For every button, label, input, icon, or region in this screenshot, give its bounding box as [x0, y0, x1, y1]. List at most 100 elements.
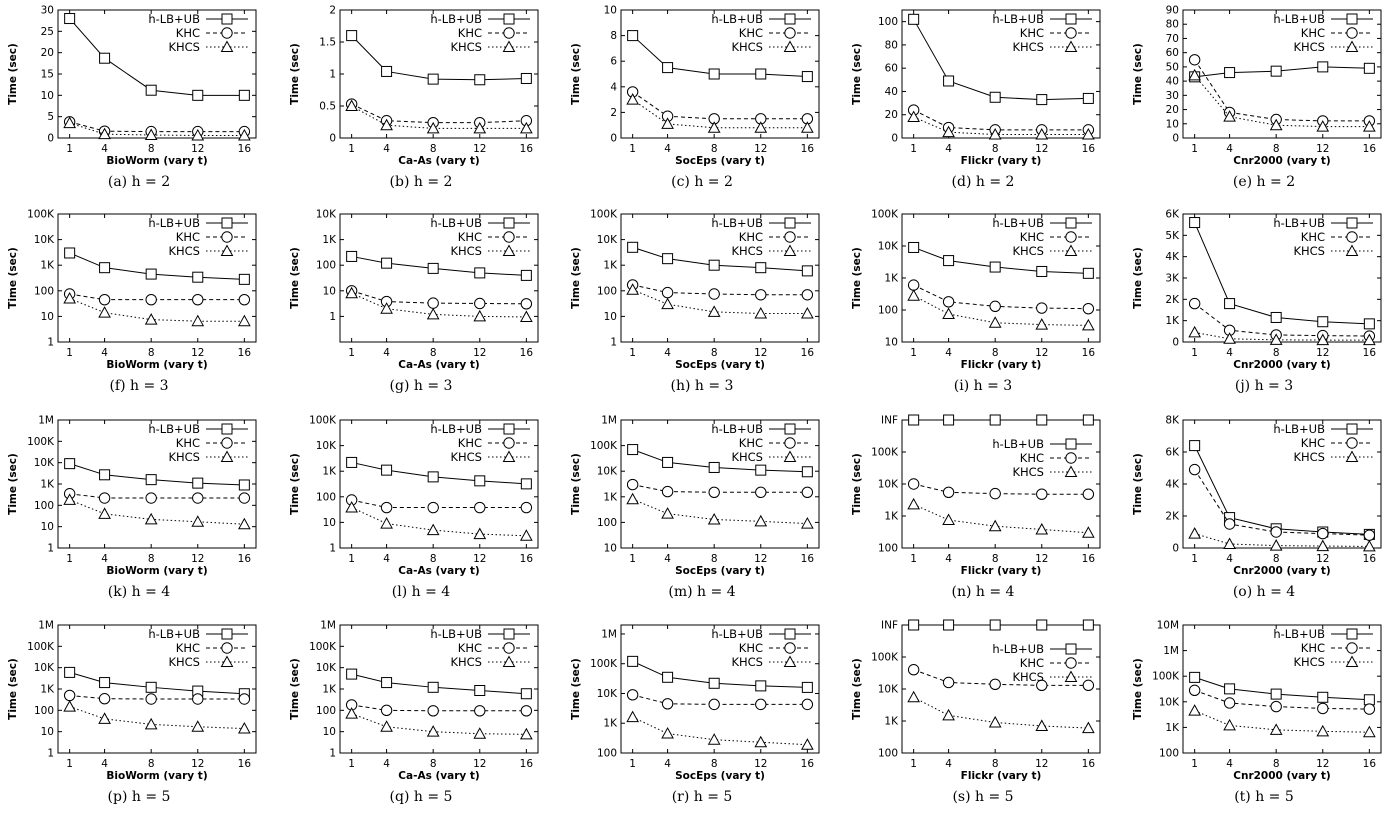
y-tick-label: 10 [604, 311, 617, 323]
data-point [426, 523, 440, 536]
data-point [1082, 318, 1095, 331]
series-line [69, 694, 245, 700]
data-point [520, 478, 532, 490]
x-tick-label: 12 [191, 143, 204, 155]
legend-label: KHC [176, 26, 200, 40]
y-tick-label: 0 [1172, 337, 1179, 349]
x-axis-label: SocEps (vary t) [675, 155, 765, 167]
data-point [1082, 619, 1094, 631]
y-tick-label: 10 [604, 543, 617, 555]
legend-marker [1345, 655, 1359, 667]
x-tick-label: 8 [1273, 347, 1280, 359]
y-tick-label: 90 [1166, 5, 1179, 17]
y-tick-label: 100K [27, 641, 55, 653]
data-point [943, 255, 955, 267]
data-point [63, 493, 76, 505]
data-point [1188, 527, 1201, 539]
legend-marker [502, 655, 516, 667]
x-tick-label: 16 [238, 143, 252, 155]
panel-caption: (i) h = 3 [954, 378, 1012, 394]
data-point [801, 681, 813, 693]
data-point [708, 486, 720, 498]
y-tick-label: 10K [878, 479, 899, 491]
data-point [145, 474, 157, 486]
data-point [708, 461, 720, 473]
legend-marker [221, 423, 233, 435]
x-tick-label: 12 [754, 143, 767, 155]
y-tick-label: 100 [597, 285, 617, 297]
data-point [1270, 526, 1282, 538]
y-tick-label: INF [881, 620, 898, 632]
series-KHCS [907, 690, 1095, 734]
x-tick-label: 12 [473, 758, 486, 770]
x-tick-label: 12 [191, 553, 204, 565]
data-point [708, 698, 720, 711]
legend-label: h-LB+UB [1273, 12, 1325, 26]
chart-panel-o: 0 2K 4K 6K 8K 1 4 8 12 16 Cnr2000 (vary t) Time (se… [1132, 415, 1382, 600]
series-KHCS [626, 710, 814, 750]
y-tick-label: 10 [323, 517, 336, 529]
legend-marker [783, 655, 797, 667]
x-axis-label: Flickr (vary t) [961, 770, 1042, 782]
chart-panel-r: 100 1K 10K 100K 1M 1 4 8 12 16 SocEps (vary t) Time… [570, 624, 820, 805]
y-axis-label: Time (sec) [851, 43, 863, 105]
series-KHC [63, 288, 251, 306]
data-point [626, 93, 639, 105]
data-point [426, 121, 440, 134]
x-tick-label: 12 [754, 347, 767, 359]
data-point [381, 677, 393, 689]
x-tick-label: 1 [348, 758, 355, 770]
data-point [627, 30, 639, 42]
data-point [801, 289, 814, 301]
x-tick-label: 4 [945, 143, 952, 155]
x-tick-label: 1 [1191, 553, 1198, 565]
panel-caption: (m) h = 4 [668, 584, 735, 600]
legend-label: h-LB+UB [430, 422, 482, 436]
x-tick-label: 12 [473, 347, 486, 359]
y-tick-label: 40 [1166, 76, 1179, 88]
data-point [801, 486, 814, 498]
x-tick-label: 12 [1316, 758, 1329, 770]
data-point [943, 75, 955, 87]
x-tick-label: 1 [348, 553, 355, 565]
series-line [913, 109, 1089, 131]
chart-panel-p: 1 10 100 1K 10K 100K 1M 1 4 8 12 16 BioWorm (vary t)… [7, 620, 257, 805]
legend-marker [1064, 670, 1078, 682]
data-point [63, 700, 76, 712]
legend-label: KHC [1020, 230, 1044, 244]
chart-panel-m: 10 100 1K 10K 100K 1M 1 4 8 12 16 SocEps (vary t) Ti… [570, 415, 820, 600]
series-KHCS [345, 501, 533, 541]
data-point [989, 261, 1001, 273]
series-h-LB+UB [64, 458, 250, 491]
x-tick-label: 1 [66, 553, 73, 565]
data-point [1188, 684, 1201, 697]
legend-label: KHCS [168, 244, 200, 258]
data-point [427, 501, 439, 514]
y-axis-label: Time (sec) [851, 453, 863, 515]
y-tick-label: 1K [322, 684, 337, 696]
y-tick-label: 10 [41, 90, 54, 102]
data-point [238, 722, 251, 734]
y-tick-label: 70 [1166, 33, 1179, 45]
y-axis-label: Time (sec) [570, 453, 582, 515]
data-point [943, 414, 955, 426]
legend-label: KHC [1301, 436, 1325, 450]
y-tick-label: 10M [1157, 620, 1179, 632]
series-KHC [345, 98, 533, 129]
y-tick-label: 10K [34, 234, 55, 246]
legend-label: KHC [1301, 641, 1325, 655]
data-point [520, 727, 533, 740]
legend-label: KHCS [731, 40, 763, 54]
legend-label: h-LB+UB [148, 627, 200, 641]
legend-marker [1345, 244, 1359, 256]
legend-label: h-LB+UB [430, 627, 482, 641]
data-point [661, 117, 674, 129]
data-point [988, 519, 1002, 532]
legend-marker [221, 231, 233, 243]
series-line [1194, 445, 1370, 535]
x-tick-label: 16 [1363, 553, 1377, 565]
data-point [473, 527, 487, 540]
